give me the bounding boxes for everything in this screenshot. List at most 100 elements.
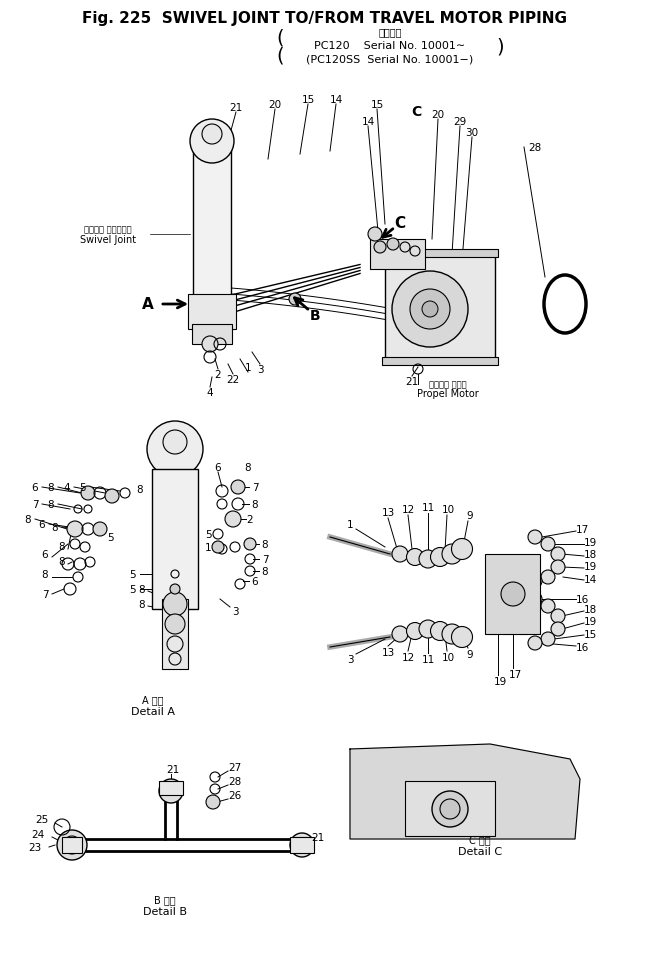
Text: 20: 20 xyxy=(268,100,281,110)
Circle shape xyxy=(159,779,183,803)
Text: 14: 14 xyxy=(584,575,597,584)
Text: 10: 10 xyxy=(441,505,454,514)
Text: PC120    Serial No. 10001∼: PC120 Serial No. 10001∼ xyxy=(315,41,465,51)
Circle shape xyxy=(528,530,542,545)
Text: 4: 4 xyxy=(207,387,213,398)
Text: 1: 1 xyxy=(244,362,252,373)
Text: 17: 17 xyxy=(575,525,589,534)
Text: 21: 21 xyxy=(406,377,419,386)
Circle shape xyxy=(105,489,119,504)
Circle shape xyxy=(541,632,555,647)
Circle shape xyxy=(165,614,185,634)
Text: 5: 5 xyxy=(205,530,211,539)
Text: 15: 15 xyxy=(584,629,597,639)
Text: 8: 8 xyxy=(52,523,58,532)
Text: 11: 11 xyxy=(421,503,435,512)
Text: 19: 19 xyxy=(493,677,506,686)
Text: 7: 7 xyxy=(262,554,268,564)
Text: 25: 25 xyxy=(35,814,49,825)
Text: 6: 6 xyxy=(214,462,221,473)
Circle shape xyxy=(147,422,203,478)
Text: 1: 1 xyxy=(346,520,354,530)
Text: 30: 30 xyxy=(465,128,478,137)
Circle shape xyxy=(387,238,399,251)
Text: 6: 6 xyxy=(252,577,258,586)
Text: 6: 6 xyxy=(39,520,46,530)
Circle shape xyxy=(81,486,95,501)
Text: 19: 19 xyxy=(584,537,597,548)
Text: 13: 13 xyxy=(382,507,395,517)
Bar xyxy=(162,600,188,669)
Circle shape xyxy=(231,480,245,495)
Circle shape xyxy=(551,548,565,561)
Circle shape xyxy=(432,791,468,827)
Text: 16: 16 xyxy=(575,642,589,653)
Circle shape xyxy=(163,592,187,616)
Text: C 詳細: C 詳細 xyxy=(469,834,491,844)
Text: 10: 10 xyxy=(441,653,454,662)
Circle shape xyxy=(541,571,555,584)
Text: 8: 8 xyxy=(138,584,146,595)
Text: 適用号機: 適用号機 xyxy=(378,27,402,37)
Text: A: A xyxy=(142,297,154,312)
Circle shape xyxy=(202,125,222,145)
Circle shape xyxy=(392,627,408,642)
Bar xyxy=(193,145,231,309)
Text: 28: 28 xyxy=(528,143,541,153)
Text: 28: 28 xyxy=(228,776,242,786)
Text: 26: 26 xyxy=(228,790,242,801)
Circle shape xyxy=(430,548,450,567)
Circle shape xyxy=(206,795,220,809)
Text: 7: 7 xyxy=(42,589,48,600)
Text: 8: 8 xyxy=(138,600,146,609)
Text: 5: 5 xyxy=(130,584,136,595)
Circle shape xyxy=(392,547,408,562)
Circle shape xyxy=(422,302,438,318)
Circle shape xyxy=(289,294,301,306)
Text: 2: 2 xyxy=(214,370,221,380)
Text: 15: 15 xyxy=(370,100,383,110)
Circle shape xyxy=(452,539,473,560)
Text: 23: 23 xyxy=(29,842,42,852)
Text: B: B xyxy=(309,308,320,323)
Text: 6: 6 xyxy=(42,550,48,559)
Circle shape xyxy=(551,609,565,624)
Circle shape xyxy=(93,523,107,536)
Text: 20: 20 xyxy=(432,110,445,120)
Text: B 詳細: B 詳細 xyxy=(154,894,176,904)
Text: 24: 24 xyxy=(31,829,45,839)
Circle shape xyxy=(202,336,218,353)
Text: 21: 21 xyxy=(311,832,324,842)
Text: Propel Motor: Propel Motor xyxy=(417,388,479,399)
Bar xyxy=(62,837,82,853)
Text: 7: 7 xyxy=(32,500,38,509)
Bar xyxy=(159,781,183,795)
Text: 1: 1 xyxy=(205,542,211,553)
Text: 8: 8 xyxy=(58,556,65,566)
Bar xyxy=(188,295,236,330)
Circle shape xyxy=(290,833,314,857)
Text: ): ) xyxy=(496,37,504,57)
Bar xyxy=(385,255,495,359)
Text: 8: 8 xyxy=(42,570,48,579)
Circle shape xyxy=(163,431,187,455)
Text: 16: 16 xyxy=(575,595,589,604)
Text: 4: 4 xyxy=(64,482,70,492)
Text: 12: 12 xyxy=(402,653,415,662)
Circle shape xyxy=(190,120,234,163)
Circle shape xyxy=(406,623,424,640)
Text: 15: 15 xyxy=(302,95,315,105)
Text: 5: 5 xyxy=(107,532,113,542)
Circle shape xyxy=(430,622,450,641)
Text: 8: 8 xyxy=(25,514,31,525)
Text: 2: 2 xyxy=(247,514,254,525)
Bar xyxy=(382,250,498,258)
Circle shape xyxy=(551,623,565,636)
Circle shape xyxy=(410,289,450,330)
Bar xyxy=(192,325,232,345)
Text: プロペル モータ: プロペル モータ xyxy=(429,381,467,389)
Text: A 詳細: A 詳細 xyxy=(142,694,164,704)
Text: 9: 9 xyxy=(467,650,473,659)
Bar xyxy=(152,470,198,609)
Text: 22: 22 xyxy=(226,375,240,384)
